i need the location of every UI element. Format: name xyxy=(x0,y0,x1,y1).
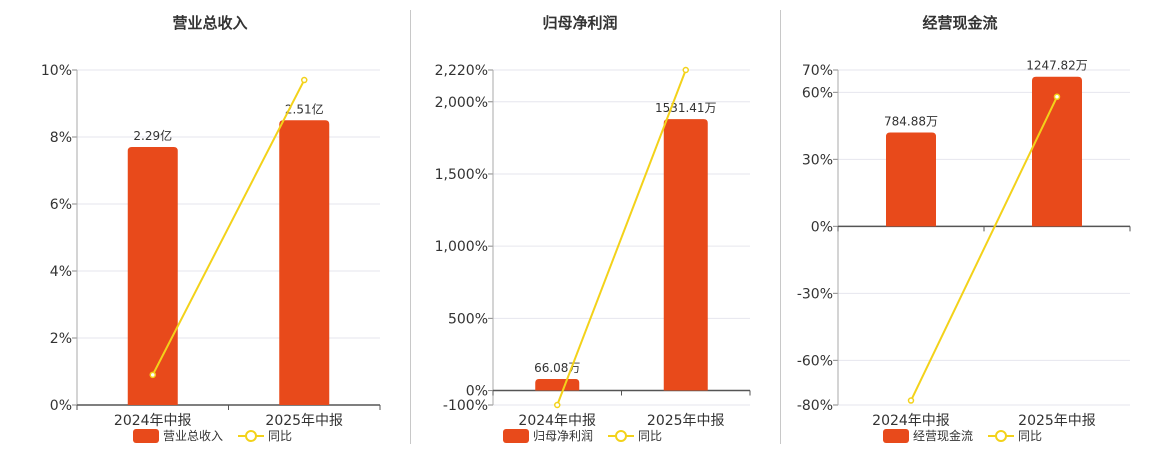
bar-data-label: 66.08万 xyxy=(534,361,580,375)
yoy-point xyxy=(682,66,689,74)
legend-line-marker xyxy=(995,430,1007,442)
y-tick-label: 2,000% xyxy=(435,95,488,111)
chart-divider xyxy=(780,10,781,444)
y-tick-label: 0% xyxy=(50,398,72,414)
bar-data-label: 1247.82万 xyxy=(1026,59,1088,73)
y-tick-label: 60% xyxy=(802,85,833,101)
x-tick-label: 2024年中报 xyxy=(518,413,596,429)
legend-bar-swatch xyxy=(503,429,529,443)
legend-label: 同比 xyxy=(1018,429,1042,443)
yoy-point xyxy=(907,397,915,404)
y-tick-label: 30% xyxy=(802,152,833,168)
y-tick-label: -60% xyxy=(797,353,833,369)
x-tick-label: 2024年中报 xyxy=(114,413,192,429)
y-tick-label: 10% xyxy=(41,63,72,79)
bar-data-label: 2.51亿 xyxy=(285,101,324,116)
bar-data-label: 784.88万 xyxy=(884,115,938,129)
legend-label: 经营现金流 xyxy=(913,428,973,443)
y-tick-label: 0% xyxy=(811,219,833,235)
yoy-point xyxy=(554,401,561,409)
y-tick-label: -80% xyxy=(797,398,833,414)
bar xyxy=(127,147,178,406)
bar xyxy=(279,120,330,405)
y-tick-label: 2,220% xyxy=(435,63,488,79)
y-tick-label: 1,000% xyxy=(435,239,488,255)
y-tick-label: 0% xyxy=(466,384,488,400)
y-tick-label: 500% xyxy=(448,311,488,327)
legend-line-marker xyxy=(245,430,257,442)
bar xyxy=(1032,76,1082,227)
yoy-point xyxy=(149,371,156,379)
y-tick-label: -30% xyxy=(797,286,833,302)
legend-label: 营业总收入 xyxy=(163,429,223,443)
chart-title: 归母净利润 xyxy=(542,14,617,32)
legend-label: 归母净利润 xyxy=(533,429,593,443)
y-tick-label: 6% xyxy=(50,197,72,213)
y-tick-label: -100% xyxy=(443,398,488,414)
bar xyxy=(886,132,936,227)
legend-label: 同比 xyxy=(638,429,662,443)
y-tick-label: 8% xyxy=(50,130,72,146)
bar-data-label: 1531.41万 xyxy=(655,101,717,115)
legend-label: 同比 xyxy=(268,429,292,443)
legend-bar-swatch xyxy=(133,429,159,443)
yoy-point xyxy=(1053,93,1061,101)
bar-data-label: 2.29亿 xyxy=(133,128,172,143)
yoy-line xyxy=(556,69,687,406)
legend-line-marker xyxy=(615,430,627,442)
y-tick-label: 1,500% xyxy=(435,167,488,183)
x-tick-label: 2025年中报 xyxy=(265,413,343,429)
x-tick-label: 2024年中报 xyxy=(872,413,950,429)
yoy-line xyxy=(151,79,306,376)
bar xyxy=(663,119,708,391)
legend-bar-swatch xyxy=(883,429,909,443)
yoy-point xyxy=(301,76,308,84)
y-tick-label: 70% xyxy=(802,63,833,79)
chart-divider xyxy=(410,10,411,444)
y-tick-label: 2% xyxy=(50,331,72,347)
chart-title: 营业总收入 xyxy=(172,14,247,32)
y-tick-label: 4% xyxy=(50,264,72,280)
yoy-line xyxy=(910,96,1058,401)
bar xyxy=(535,379,580,391)
x-tick-label: 2025年中报 xyxy=(647,413,725,429)
x-tick-label: 2025年中报 xyxy=(1018,413,1096,429)
chart-title: 经营现金流 xyxy=(922,14,997,32)
